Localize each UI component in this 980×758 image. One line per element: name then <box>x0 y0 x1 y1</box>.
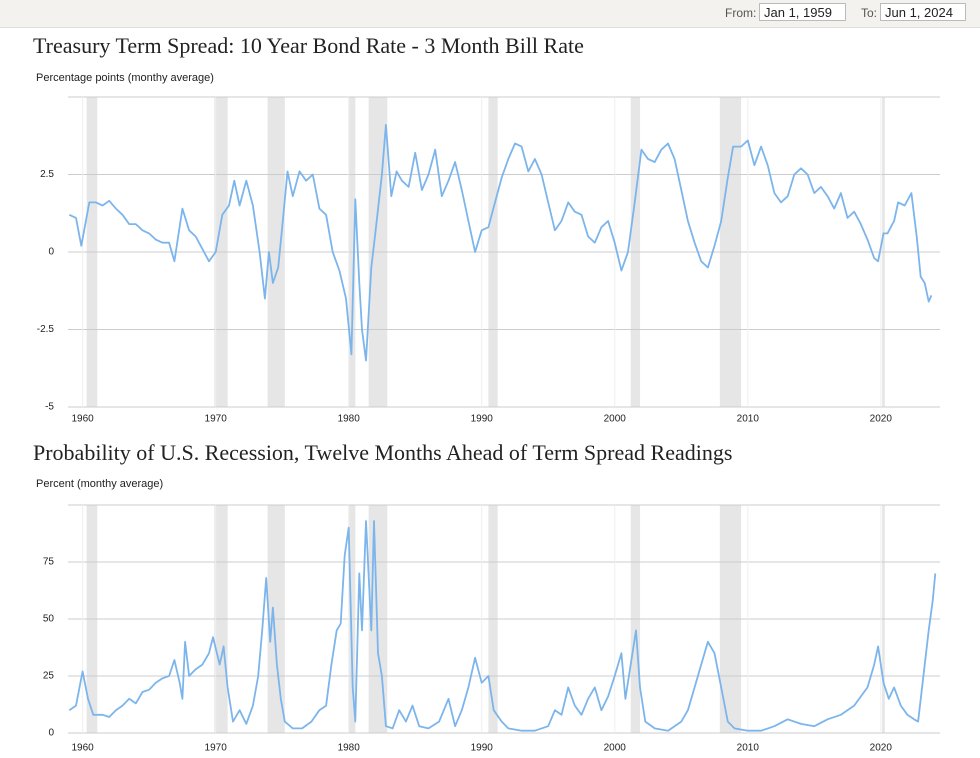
from-input[interactable]: Jan 1, 1959 <box>759 3 846 21</box>
data-line <box>68 124 933 362</box>
x-tick-label: 1980 <box>338 414 361 425</box>
x-tick-label: 1960 <box>72 414 95 425</box>
x-tick-label: 2020 <box>870 743 893 754</box>
y-tick-label: -2.5 <box>37 324 55 335</box>
x-tick-label: 1970 <box>205 414 228 425</box>
y-tick-label: 2.5 <box>40 169 54 180</box>
x-tick-label: 2010 <box>737 743 760 754</box>
x-tick-label: 2000 <box>604 743 627 754</box>
x-tick-label: 2000 <box>604 414 627 425</box>
y-tick-label: 75 <box>43 557 55 568</box>
y-tick-label: 50 <box>43 614 55 625</box>
y-tick-label: -5 <box>45 402 54 413</box>
y-tick-label: 25 <box>43 671 55 682</box>
y-tick-label: 0 <box>48 728 54 739</box>
chart-title: Treasury Term Spread: 10 Year Bond Rate … <box>33 33 584 58</box>
x-tick-label: 2020 <box>870 414 893 425</box>
date-range-bar: From: Jan 1, 1959 To: Jun 1, 2024 <box>0 0 980 28</box>
chart-subtitle: Percent (monthy average) <box>36 478 163 490</box>
from-label: From: <box>725 6 757 20</box>
chart-title: Probability of U.S. Recession, Twelve Mo… <box>33 440 732 465</box>
x-tick-label: 2010 <box>737 414 760 425</box>
x-tick-label: 1990 <box>471 743 494 754</box>
to-input[interactable]: Jun 1, 2024 <box>880 3 966 21</box>
x-tick-label: 1980 <box>338 743 361 754</box>
x-tick-label: 1960 <box>72 743 95 754</box>
x-tick-label: 1990 <box>471 414 494 425</box>
y-tick-label: 0 <box>48 247 54 258</box>
chart-subtitle: Percentage points (monthy average) <box>36 72 214 84</box>
data-line <box>68 520 937 732</box>
to-label: To: <box>861 6 878 20</box>
x-tick-label: 1970 <box>205 743 228 754</box>
